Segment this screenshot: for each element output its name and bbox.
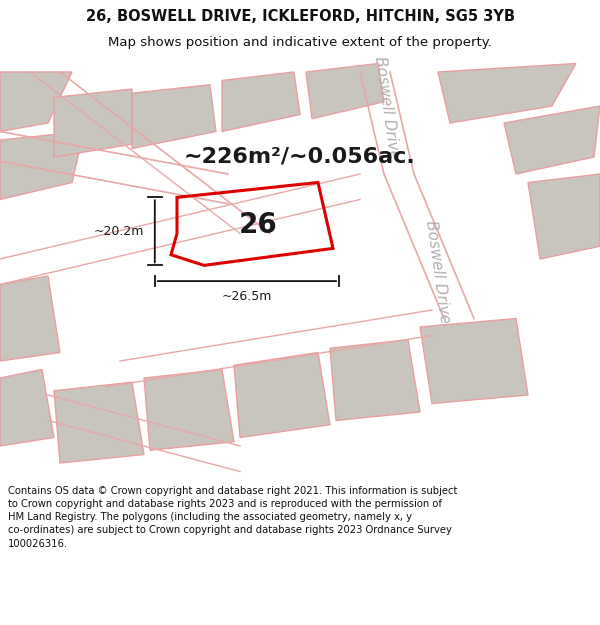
Text: Contains OS data © Crown copyright and database right 2021. This information is : Contains OS data © Crown copyright and d… xyxy=(8,486,457,549)
Polygon shape xyxy=(222,72,300,131)
Text: ~26.5m: ~26.5m xyxy=(222,291,272,304)
Polygon shape xyxy=(306,64,384,119)
Polygon shape xyxy=(0,369,54,446)
Text: 26, BOSWELL DRIVE, ICKLEFORD, HITCHIN, SG5 3YB: 26, BOSWELL DRIVE, ICKLEFORD, HITCHIN, S… xyxy=(86,9,515,24)
Text: Boswell Drive: Boswell Drive xyxy=(424,219,452,324)
Text: Map shows position and indicative extent of the property.: Map shows position and indicative extent… xyxy=(108,36,492,49)
Text: ~226m²/~0.056ac.: ~226m²/~0.056ac. xyxy=(184,147,416,167)
Text: 26: 26 xyxy=(239,211,277,239)
Polygon shape xyxy=(330,340,420,421)
Polygon shape xyxy=(54,382,144,463)
Text: ~20.2m: ~20.2m xyxy=(94,225,144,238)
Polygon shape xyxy=(438,64,576,123)
Polygon shape xyxy=(234,352,330,437)
Polygon shape xyxy=(0,131,84,199)
Polygon shape xyxy=(420,319,528,404)
Polygon shape xyxy=(144,369,234,450)
Polygon shape xyxy=(0,276,60,361)
Polygon shape xyxy=(54,89,132,157)
Polygon shape xyxy=(132,85,216,149)
Polygon shape xyxy=(504,106,600,174)
Text: Boswell Drive: Boswell Drive xyxy=(373,56,401,161)
Polygon shape xyxy=(0,72,72,131)
Polygon shape xyxy=(528,174,600,259)
